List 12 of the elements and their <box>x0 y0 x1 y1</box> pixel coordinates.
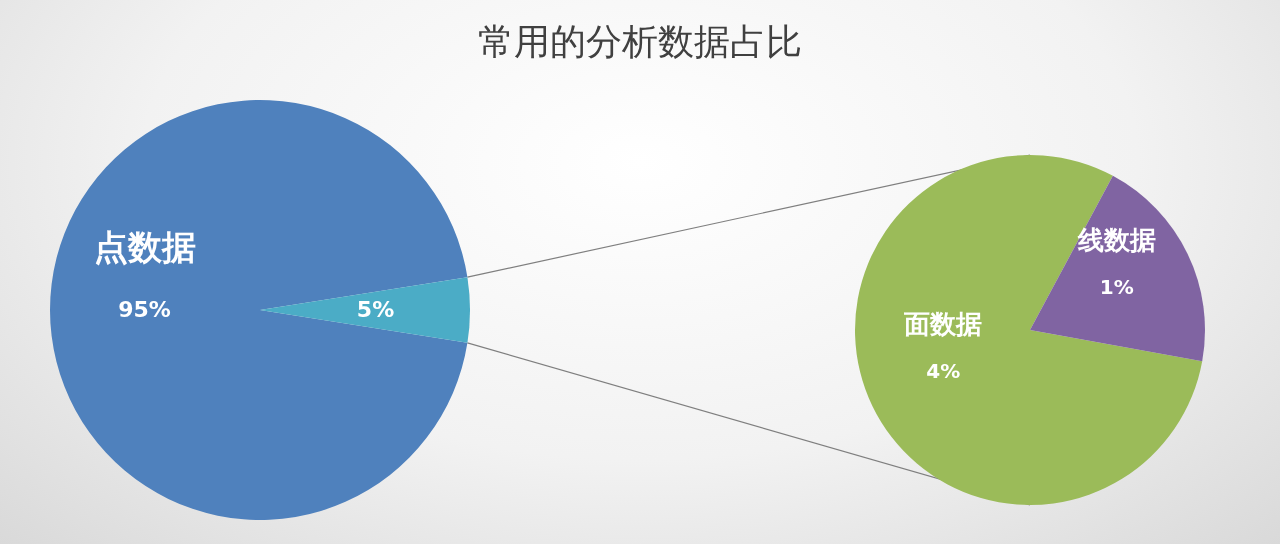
data-label: 5% <box>356 297 395 322</box>
data-label: 95% <box>118 297 171 322</box>
pie-slice <box>1030 175 1205 362</box>
slice-label: 面数据 <box>903 308 983 339</box>
pie-slice <box>855 155 1203 505</box>
pie-slice <box>260 277 470 343</box>
text: 常用的分析数据占比 <box>477 20 803 64</box>
data-label: 4% <box>926 358 961 383</box>
slice-label: 线数据 <box>1076 225 1156 256</box>
pie-slice <box>50 100 468 520</box>
slice-label: 点数据 <box>93 226 196 267</box>
data-label: 1% <box>1099 275 1134 300</box>
